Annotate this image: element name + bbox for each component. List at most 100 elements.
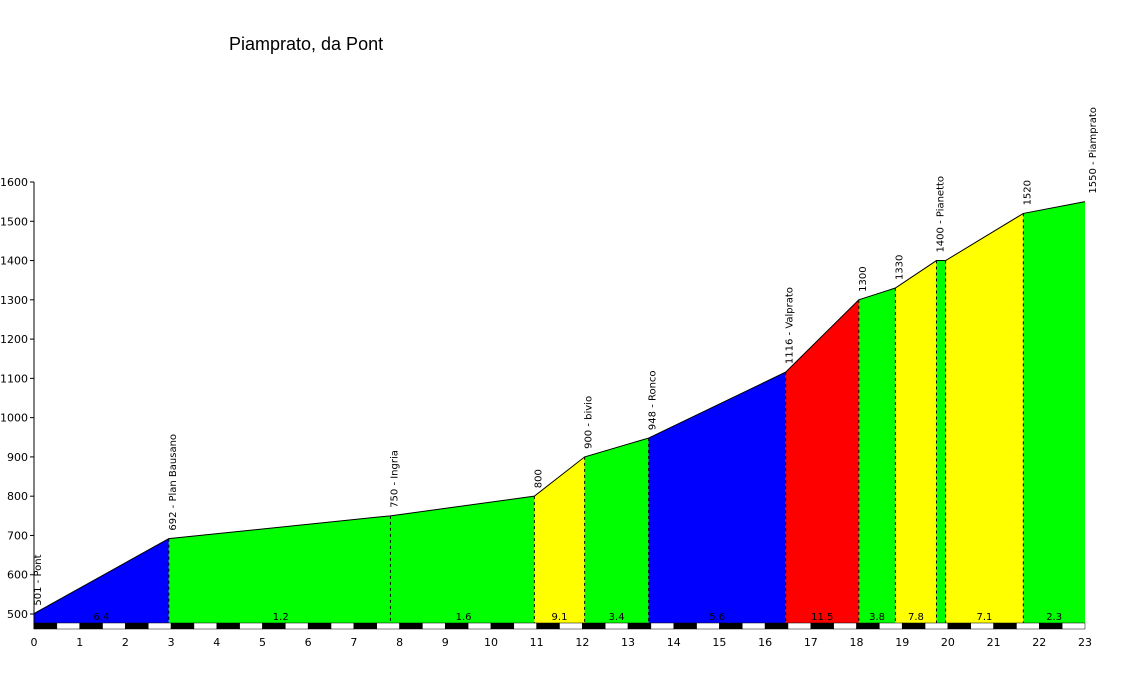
scale-bar-block <box>1016 622 1040 630</box>
y-tick-label: 500 <box>7 608 28 621</box>
x-tick-label: 14 <box>667 636 681 649</box>
gradient-label: 1.6 <box>456 612 472 623</box>
gradient-label: 7.8 <box>908 612 924 623</box>
y-tick-label: 1100 <box>0 372 28 385</box>
scale-bar-block <box>330 622 355 630</box>
scale-bar-block <box>582 622 606 630</box>
scale-bar-block <box>125 622 149 630</box>
profile-segment <box>168 496 535 623</box>
waypoint-label: 1550 - Piamprato <box>1088 107 1099 194</box>
waypoint-label: 1300 <box>858 266 869 291</box>
scale-bar-block <box>307 622 332 630</box>
x-tick-label: 9 <box>442 636 449 649</box>
scale-bar-block <box>924 622 949 630</box>
x-tick-label: 17 <box>804 636 818 649</box>
y-tick-label: 600 <box>7 569 28 582</box>
scale-bar-block <box>970 622 994 630</box>
scale-bar-block <box>901 622 926 630</box>
x-tick-label: 1 <box>76 636 83 649</box>
waypoint-label: 948 - Ronco <box>648 370 659 430</box>
scale-bar-block <box>810 622 834 630</box>
profile-segment <box>945 213 1024 623</box>
scale-bar-block <box>56 622 80 630</box>
scale-bar-block <box>193 622 218 630</box>
profile-segment <box>1023 201 1085 624</box>
profile-segment <box>648 372 786 623</box>
waypoint-label: 800 <box>533 469 544 488</box>
profile-segment <box>936 260 946 623</box>
scale-bar-block <box>696 622 720 630</box>
gradient-label: 3.4 <box>609 612 625 623</box>
y-tick-label: 1200 <box>0 333 28 346</box>
y-tick-label: 1300 <box>0 294 28 307</box>
scale-bar-block <box>993 622 1017 630</box>
scale-bar-block <box>399 622 423 630</box>
profile-segment <box>534 456 585 623</box>
scale-bar-block <box>102 622 126 630</box>
y-tick-label: 800 <box>7 490 28 503</box>
scale-bar-block <box>513 622 537 630</box>
y-tick-label: 1500 <box>0 215 28 228</box>
gradient-label: 1.2 <box>273 612 289 623</box>
scale-bar-block <box>170 622 195 630</box>
x-tick-label: 3 <box>168 636 175 649</box>
x-tick-label: 22 <box>1032 636 1046 649</box>
scale-bar-block <box>262 622 286 630</box>
waypoint-label: 1400 - Pianetto <box>935 176 946 253</box>
waypoint-label: 750 - Ingria <box>389 450 400 508</box>
profile-segments <box>34 201 1085 624</box>
scale-bar-block <box>604 622 629 630</box>
chart-title: Piamprato, da Pont <box>229 34 384 54</box>
scale-bar-block <box>216 622 240 630</box>
x-tick-label: 6 <box>305 636 312 649</box>
scale-bar-block <box>650 622 674 630</box>
gradient-label: 5.6 <box>709 612 725 623</box>
scale-bar-block <box>856 622 880 630</box>
gradient-label: 3.8 <box>869 612 885 623</box>
x-tick-label: 19 <box>895 636 909 649</box>
scale-bar-block <box>627 622 652 630</box>
waypoint-separators <box>168 213 1024 623</box>
scale-bar-block <box>1039 622 1063 630</box>
scale-bar-block <box>285 622 309 630</box>
x-tick-label: 20 <box>941 636 955 649</box>
scale-bar-block <box>764 622 789 630</box>
scale-bar-block <box>1061 622 1086 630</box>
profile-segment <box>785 299 859 623</box>
x-tick-label: 13 <box>621 636 635 649</box>
waypoint-label: 1520 <box>1022 180 1033 205</box>
profile-segment <box>584 438 649 623</box>
scale-bar-block <box>445 622 469 630</box>
scale-bar-block <box>947 622 972 630</box>
scale-bar-block <box>879 622 903 630</box>
x-tick-label: 21 <box>987 636 1001 649</box>
gradient-label: 2.3 <box>1046 612 1062 623</box>
x-tick-label: 7 <box>350 636 357 649</box>
y-tick-label: 1000 <box>0 412 28 425</box>
x-tick-label: 4 <box>213 636 220 649</box>
scale-bar-block <box>719 622 743 630</box>
y-axis: 500 600 700 800 900 1000 1100 1200 1300 1400 1500 1… <box>0 176 35 629</box>
y-tick-label: 1400 <box>0 255 28 268</box>
scale-bar-block <box>422 622 446 630</box>
scale-bar-block <box>787 622 812 630</box>
scale-bar-block <box>353 622 377 630</box>
scale-bar-block <box>147 622 172 630</box>
x-tick-label: 11 <box>530 636 544 649</box>
scale-bar-block <box>467 622 492 630</box>
x-tick-label: 23 <box>1078 636 1092 649</box>
x-tick-label: 15 <box>712 636 726 649</box>
scale-bar-block <box>376 622 400 630</box>
x-tick-label: 5 <box>259 636 266 649</box>
scale-bar-block <box>833 622 857 630</box>
x-axis: 0 1 2 3 4 5 6 7 8 9 10 11 12 13 14 15 16 17 18 19 20 21 22 23 <box>31 636 1093 649</box>
x-tick-label: 10 <box>484 636 498 649</box>
profile-segment <box>34 538 169 623</box>
x-tick-label: 0 <box>31 636 38 649</box>
scale-bar-block <box>33 622 58 630</box>
x-tick-label: 12 <box>575 636 589 649</box>
profile-segment <box>858 288 896 623</box>
waypoint-label: 501 - Pont <box>33 554 44 605</box>
x-tick-label: 16 <box>758 636 772 649</box>
